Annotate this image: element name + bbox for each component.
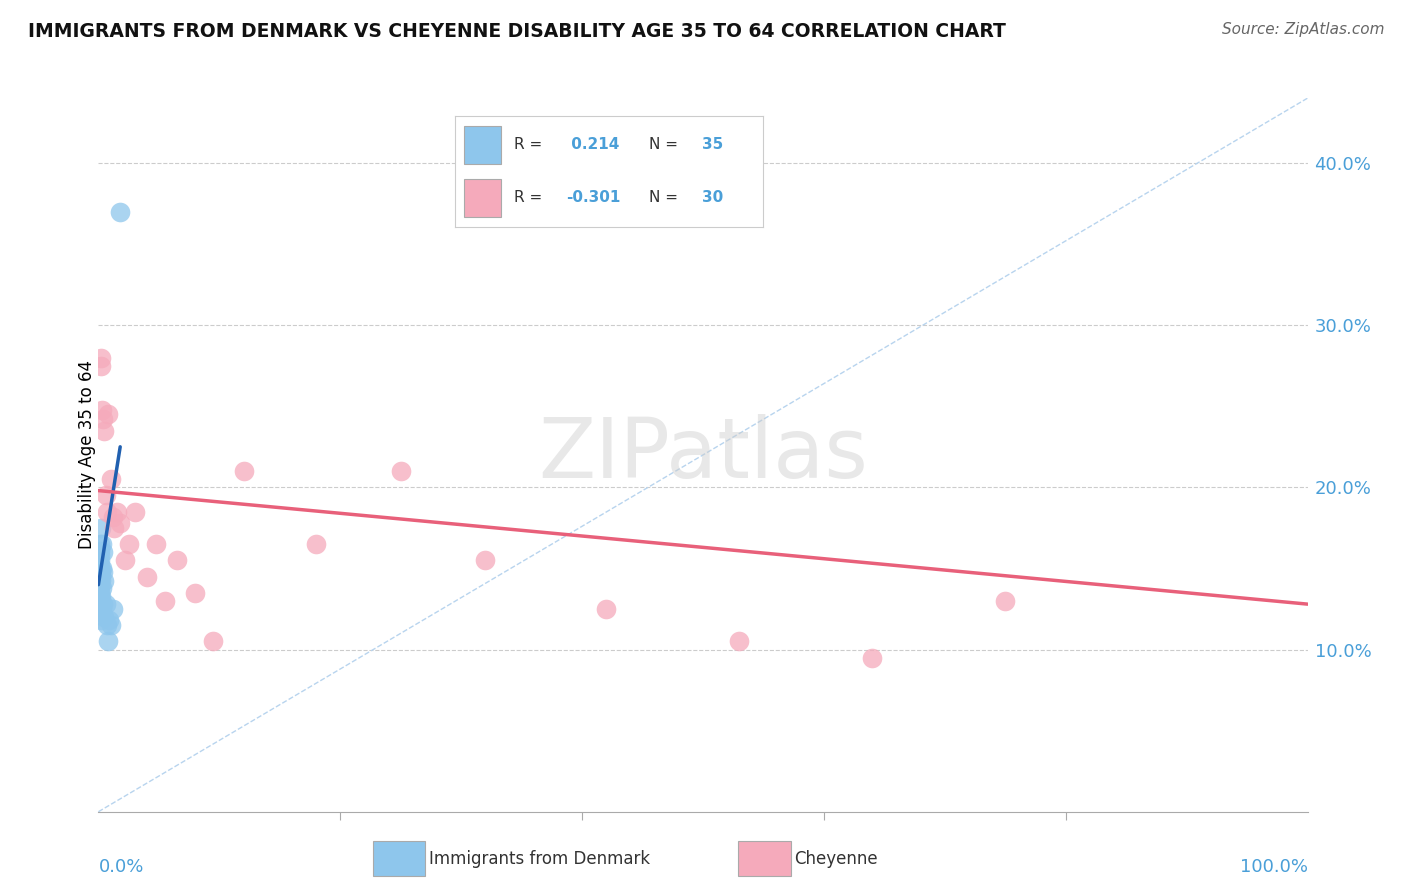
Point [124, 505, 146, 519]
Point [90, 359, 112, 373]
FancyBboxPatch shape [464, 126, 502, 163]
Text: R =: R = [513, 190, 541, 205]
Point [89, 589, 111, 603]
Point [96, 618, 118, 632]
Point [89, 565, 111, 579]
Point [89, 602, 111, 616]
Point [89, 594, 111, 608]
FancyBboxPatch shape [738, 841, 790, 876]
Point [97, 634, 120, 648]
Point [89, 549, 111, 563]
Point [101, 509, 124, 524]
Text: 0.0%: 0.0% [98, 858, 143, 876]
Point [89, 574, 111, 589]
Point [90, 597, 112, 611]
Point [389, 464, 412, 478]
Text: ZIPatlas: ZIPatlas [538, 415, 868, 495]
Point [90, 613, 112, 627]
Point [184, 586, 207, 600]
Point [860, 650, 883, 665]
Text: Cheyenne: Cheyenne [794, 849, 877, 868]
Point [105, 505, 128, 519]
Point [202, 634, 225, 648]
Point [166, 553, 188, 567]
Point [97, 408, 120, 422]
Point [90, 351, 112, 365]
Point [96, 505, 118, 519]
Text: 0.214: 0.214 [567, 137, 620, 153]
Text: N =: N = [650, 137, 678, 153]
Point [91, 402, 114, 417]
Point [94, 597, 117, 611]
Point [91, 412, 114, 426]
Text: Immigrants from Denmark: Immigrants from Denmark [429, 849, 650, 868]
Text: 30: 30 [702, 190, 723, 205]
Point [114, 553, 136, 567]
Point [305, 537, 328, 551]
Point [93, 574, 115, 589]
Point [93, 424, 115, 438]
Point [98, 613, 121, 627]
Point [89, 543, 111, 558]
Point [89, 537, 111, 551]
Point [145, 537, 167, 551]
Point [232, 464, 254, 478]
Point [91, 565, 114, 579]
Point [595, 602, 617, 616]
Point [994, 594, 1017, 608]
Point [93, 610, 115, 624]
Point [100, 618, 122, 632]
Point [91, 545, 114, 559]
Point [91, 537, 114, 551]
Text: R =: R = [513, 137, 541, 153]
Point [91, 561, 114, 575]
Point [103, 521, 125, 535]
Text: N =: N = [650, 190, 678, 205]
Point [135, 569, 157, 583]
Point [153, 594, 176, 608]
Text: 35: 35 [702, 137, 723, 153]
Point [91, 597, 114, 611]
Point [728, 634, 751, 648]
Point [90, 589, 112, 603]
Point [90, 565, 112, 579]
Text: Source: ZipAtlas.com: Source: ZipAtlas.com [1222, 22, 1385, 37]
FancyBboxPatch shape [373, 841, 425, 876]
Y-axis label: Disability Age 35 to 64: Disability Age 35 to 64 [79, 360, 96, 549]
Point [89, 558, 111, 573]
Point [94, 488, 117, 502]
Text: 100.0%: 100.0% [1240, 858, 1308, 876]
Point [100, 472, 122, 486]
Text: IMMIGRANTS FROM DENMARK VS CHEYENNE DISABILITY AGE 35 TO 64 CORRELATION CHART: IMMIGRANTS FROM DENMARK VS CHEYENNE DISA… [28, 22, 1007, 41]
Point [101, 602, 124, 616]
Point [89, 579, 111, 593]
Point [474, 553, 496, 567]
Point [108, 516, 131, 530]
Point [90, 605, 112, 619]
Point [118, 537, 141, 551]
Point [90, 521, 112, 535]
Point [108, 204, 131, 219]
Point [89, 584, 111, 599]
Point [91, 581, 114, 595]
Point [90, 573, 112, 587]
Text: -0.301: -0.301 [567, 190, 620, 205]
Point [89, 553, 111, 567]
FancyBboxPatch shape [464, 179, 502, 217]
Point [91, 602, 114, 616]
